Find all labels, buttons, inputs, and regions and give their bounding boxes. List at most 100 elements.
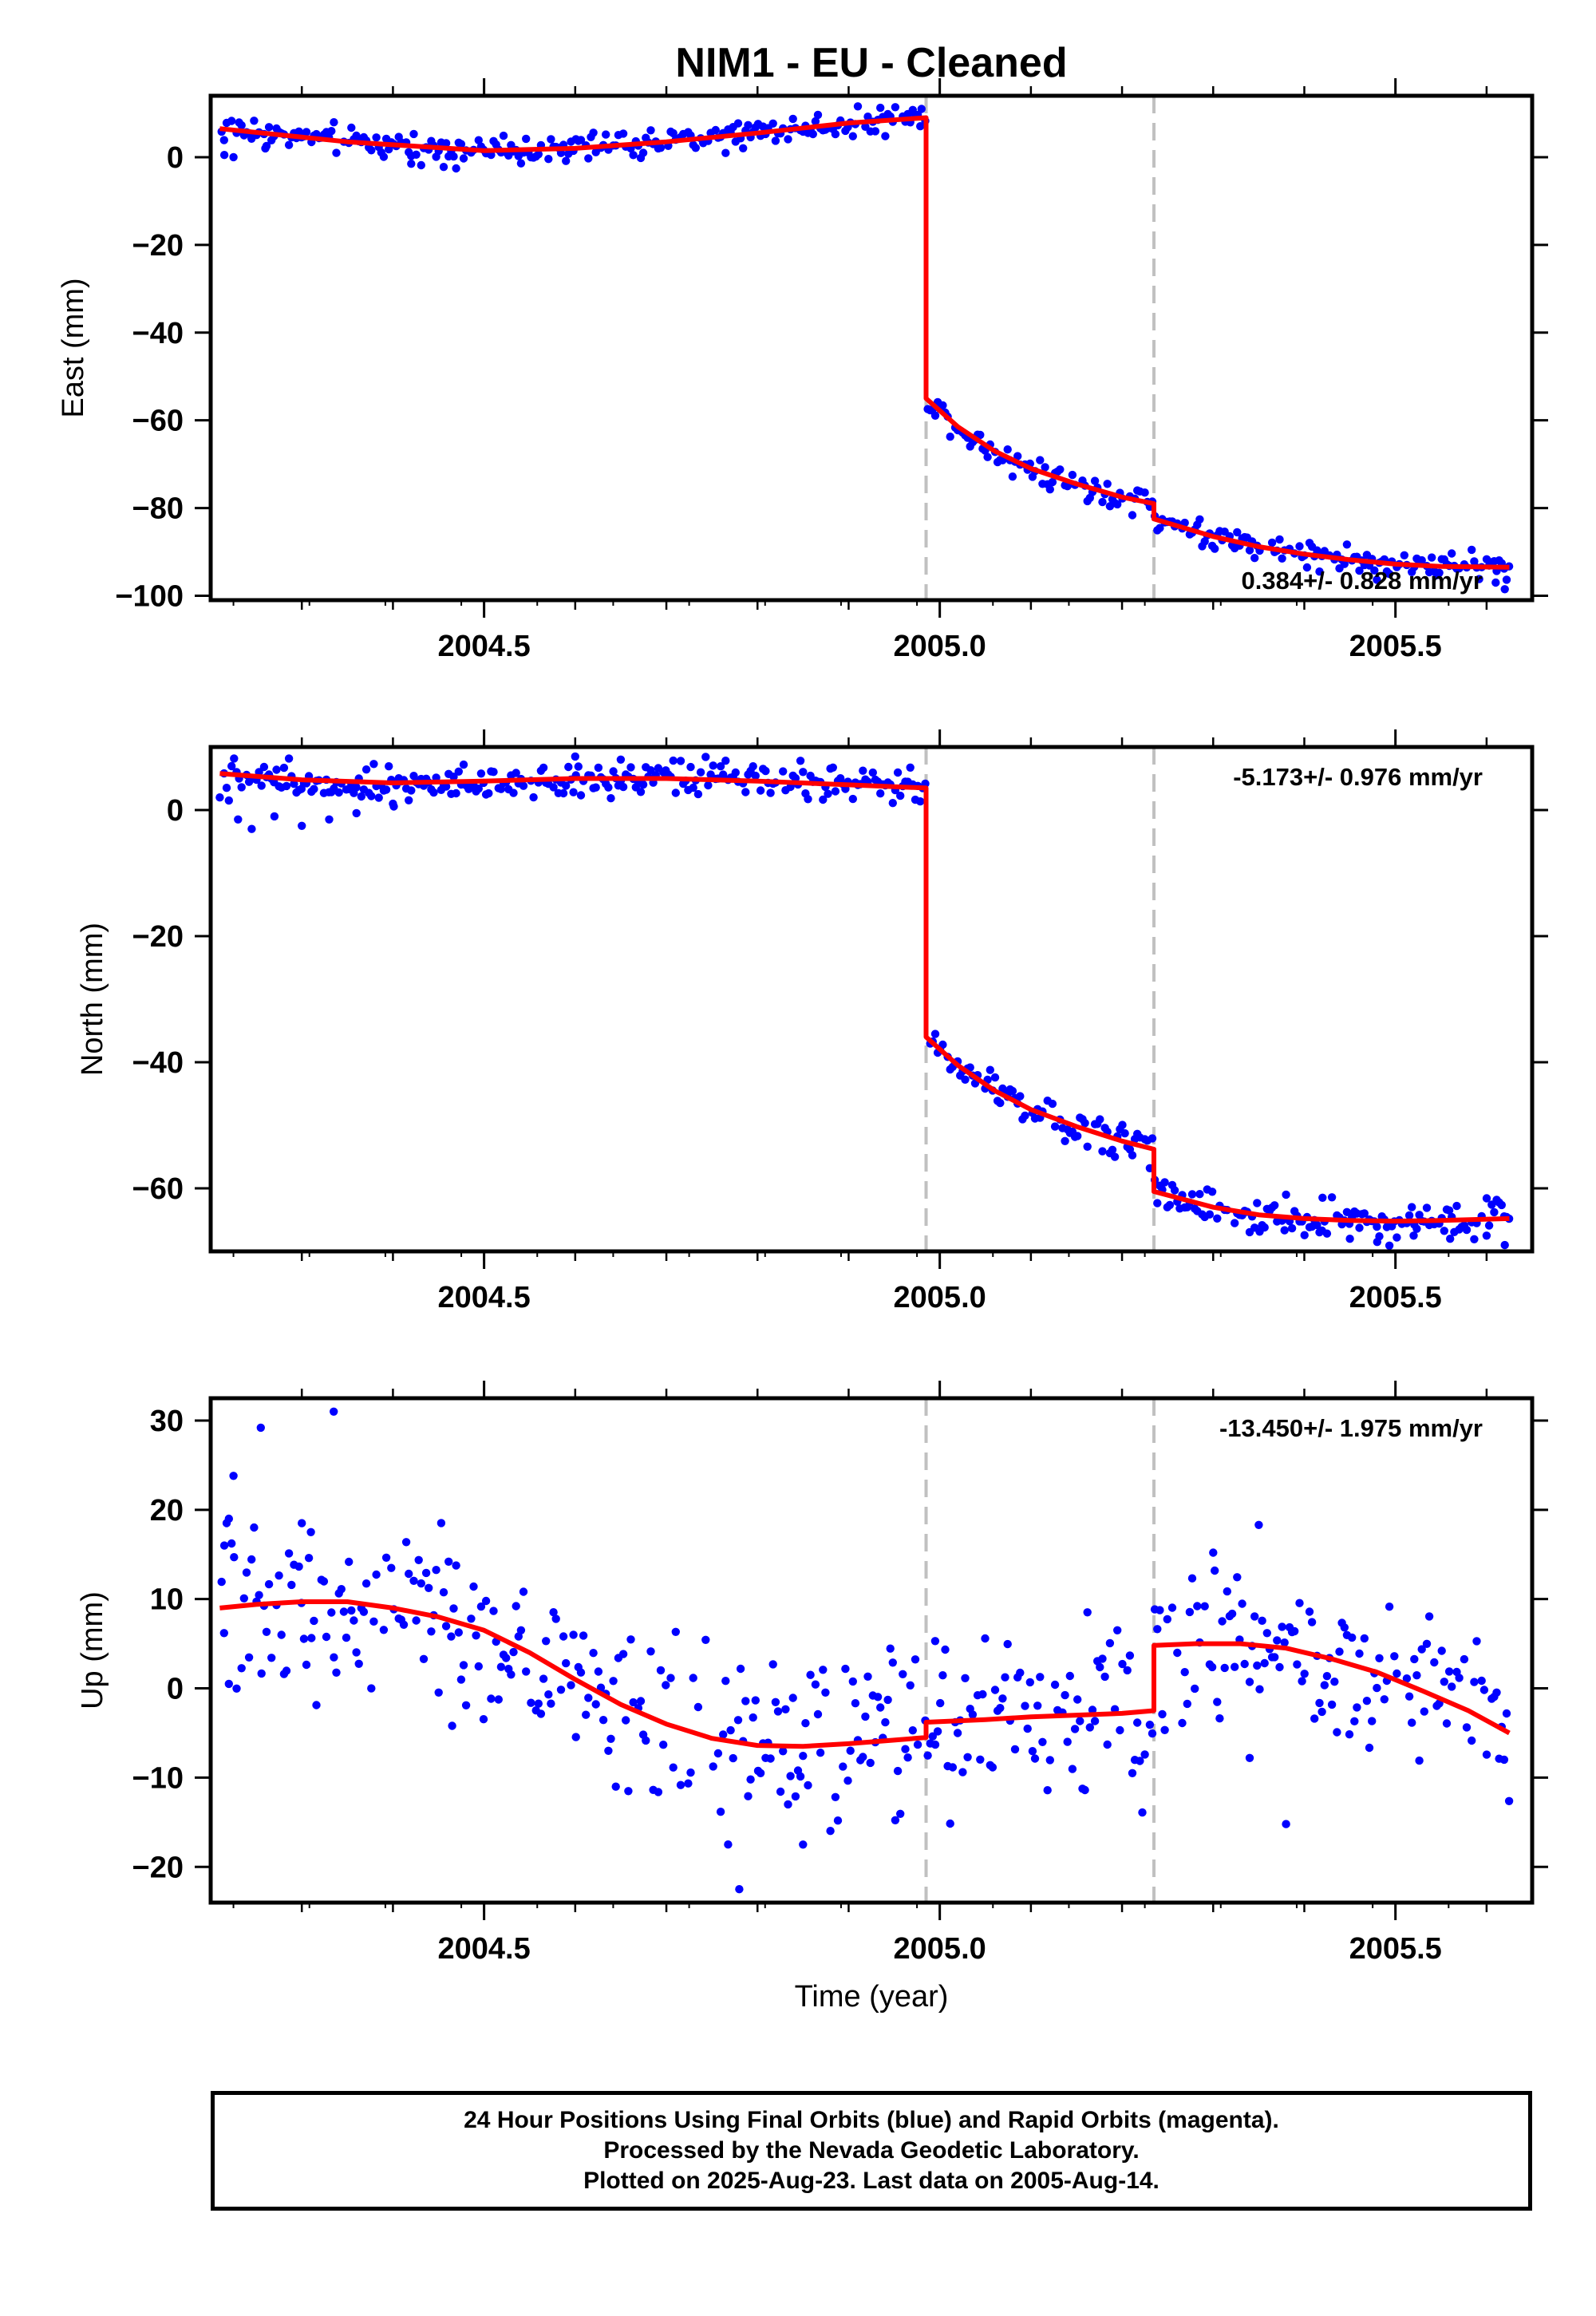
east-data-point (976, 430, 985, 440)
up-data-point (519, 1587, 528, 1596)
north-data-point (859, 766, 867, 775)
up-data-point (1412, 1671, 1421, 1680)
east-data-point (930, 411, 940, 420)
north-data-point (519, 781, 528, 790)
east-data-point (691, 144, 700, 152)
up-data-point (701, 1635, 710, 1644)
up-data-point (741, 1697, 750, 1705)
east-data-point (1267, 538, 1277, 547)
east-model-line (219, 115, 1510, 570)
up-data-point (1036, 1673, 1045, 1682)
up-data-point (1213, 1697, 1222, 1706)
up-data-point (1245, 1753, 1254, 1762)
east-data-point (1417, 555, 1426, 565)
up-data-point (611, 1782, 620, 1791)
up-data-point (439, 1588, 448, 1597)
up-data-point (232, 1684, 241, 1693)
east-data-point (1278, 554, 1286, 563)
north-data-point (1118, 1120, 1127, 1129)
east-panel: 2004.5 2005.0 2005.5 0 −20 −40 −60 −80 −100 East … (57, 78, 1548, 663)
up-data-point (833, 1816, 843, 1825)
up-data-point (1385, 1603, 1394, 1611)
north-data-point (1260, 1223, 1269, 1232)
up-data-point (459, 1661, 468, 1670)
north-data-point (766, 788, 775, 797)
east-y-tick-label: −80 (132, 492, 184, 526)
up-data-point (1417, 1645, 1426, 1654)
north-data-point (1120, 1128, 1129, 1138)
up-data-point (821, 1688, 830, 1697)
north-y-tick-label: −60 (132, 1172, 184, 1206)
up-data-point (1472, 1637, 1481, 1646)
north-x-tick-label: 2005.5 (1349, 1281, 1442, 1314)
north-data-point (247, 824, 256, 833)
up-data-point (1076, 1717, 1084, 1725)
north-data-point (282, 781, 291, 791)
up-data-point (756, 1769, 765, 1777)
up-data-point (1340, 1623, 1349, 1632)
north-data-point (215, 793, 224, 802)
up-panel: 2004.5 2005.0 2005.5 30 20 10 0 −10 −20 Up (mm) -1… (76, 1381, 1548, 1966)
east-data-point (808, 129, 817, 139)
east-data-point (237, 121, 246, 130)
up-data-point (1209, 1548, 1218, 1557)
up-data-point (721, 1677, 730, 1686)
north-data-point (476, 769, 486, 778)
up-data-point (1375, 1654, 1384, 1662)
north-y-tick-label: −40 (132, 1046, 184, 1080)
up-data-point (1293, 1660, 1302, 1669)
up-data-point (306, 1528, 315, 1537)
up-data-point (881, 1717, 890, 1727)
east-data-point (412, 150, 421, 159)
up-data-point (848, 1677, 858, 1686)
up-data-point (1231, 1662, 1239, 1671)
north-data-point (888, 799, 898, 808)
up-data-point (432, 1566, 440, 1575)
up-data-point (1282, 1820, 1290, 1828)
north-data-point (1080, 1119, 1089, 1128)
up-data-point (330, 1653, 338, 1662)
up-data-point (1479, 1686, 1489, 1694)
up-data-point (474, 1662, 483, 1671)
north-data-point (385, 762, 393, 771)
east-data-point (1041, 463, 1049, 472)
east-data-point (441, 139, 451, 148)
north-data-point (334, 788, 343, 797)
up-data-point (496, 1662, 506, 1671)
up-data-point (219, 1541, 229, 1550)
up-data-point (571, 1733, 580, 1741)
north-data-point (848, 794, 858, 804)
east-data-point (409, 129, 418, 139)
up-data-point (264, 1579, 274, 1589)
north-data-point (1385, 1241, 1394, 1251)
up-data-point (1160, 1725, 1169, 1734)
north-data-point (367, 792, 376, 800)
up-data-point (405, 1569, 413, 1579)
north-data-point (369, 760, 378, 769)
up-data-point (527, 1698, 535, 1707)
up-data-point (247, 1555, 256, 1564)
north-data-point (1482, 1194, 1491, 1203)
up-data-point (1330, 1678, 1339, 1686)
up-data-point (262, 1627, 271, 1636)
north-rate-label: -5.173+/- 0.976 mm/yr (1233, 763, 1483, 791)
up-data-point (863, 1672, 872, 1681)
north-data-point (1462, 1225, 1472, 1235)
up-plot-frame (208, 1396, 1535, 1905)
up-data-point (414, 1555, 423, 1565)
up-data-point (579, 1631, 588, 1640)
north-data-point (696, 768, 705, 777)
north-data-point (1160, 1178, 1169, 1187)
up-data-point (1437, 1646, 1446, 1655)
up-data-point (516, 1626, 526, 1634)
up-data-point (1173, 1648, 1182, 1658)
east-y-tick-label: −20 (132, 229, 184, 263)
up-data-point (654, 1788, 663, 1796)
up-data-point (726, 1725, 735, 1735)
up-data-point (1068, 1765, 1077, 1773)
up-data-point (1038, 1737, 1047, 1746)
east-data-point (449, 152, 458, 161)
up-data-point (626, 1635, 635, 1644)
east-data-point (946, 433, 954, 441)
up-data-point (1482, 1750, 1491, 1759)
